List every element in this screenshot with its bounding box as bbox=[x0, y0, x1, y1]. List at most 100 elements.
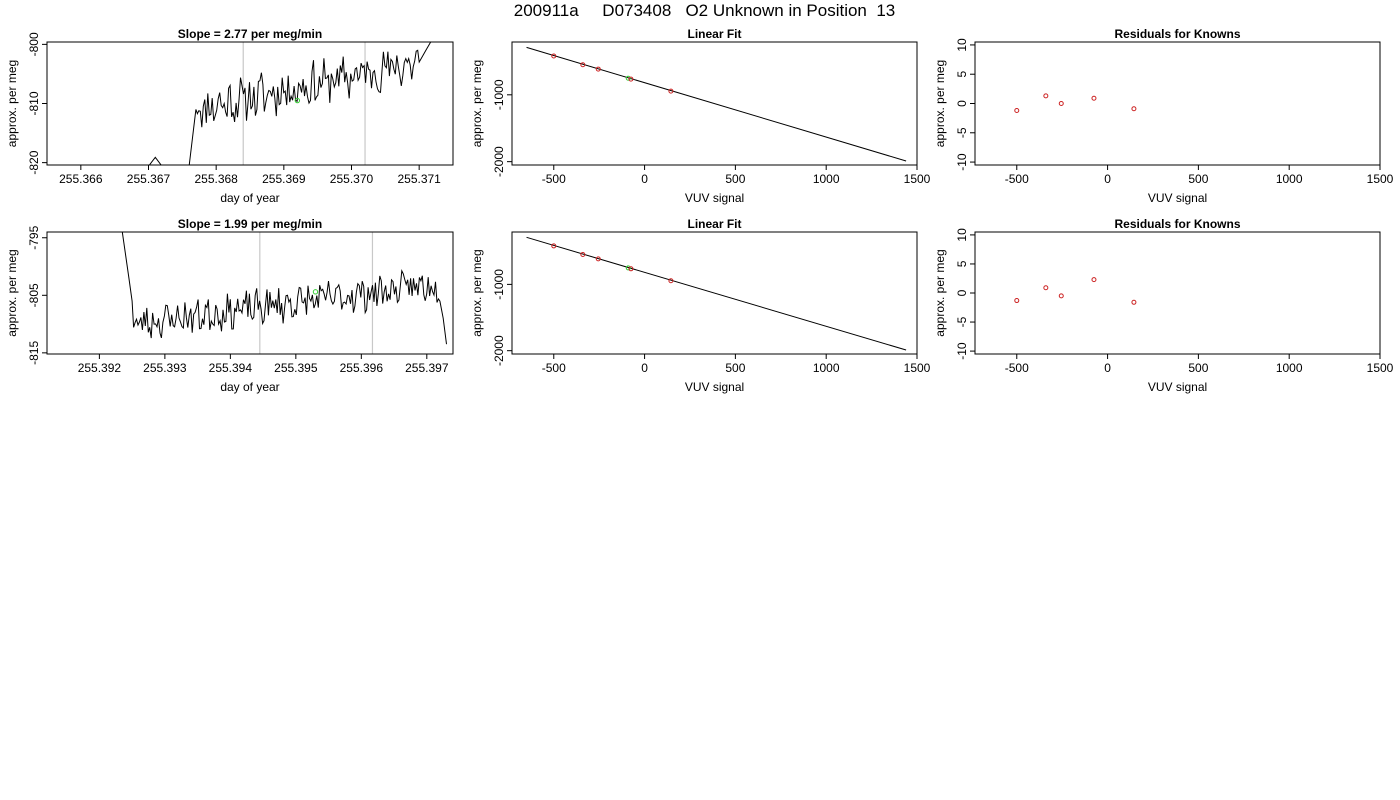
chart-title: Residuals for Knowns bbox=[1114, 27, 1240, 41]
known-point bbox=[1014, 298, 1020, 304]
known-point bbox=[1058, 293, 1064, 299]
y-axis-label: approx. per meg bbox=[5, 249, 19, 336]
y-tick-label: -5 bbox=[955, 316, 969, 327]
x-tick-label: 255.371 bbox=[397, 172, 441, 186]
x-axis-label: day of year bbox=[220, 191, 279, 205]
x-tick-label: 255.368 bbox=[194, 172, 238, 186]
known-point bbox=[551, 53, 557, 59]
x-axis-label: VUV signal bbox=[685, 380, 744, 394]
x-tick-label: 255.395 bbox=[274, 361, 318, 375]
known-point bbox=[595, 66, 601, 72]
x-tick-label: -500 bbox=[542, 361, 566, 375]
plot-area bbox=[121, 232, 447, 354]
x-axis-label: VUV signal bbox=[685, 191, 744, 205]
x-tick-label: 1000 bbox=[813, 361, 840, 375]
x-tick-label: 1000 bbox=[1276, 172, 1303, 186]
plot-area bbox=[526, 46, 907, 162]
y-tick-label: -820 bbox=[27, 150, 41, 174]
x-tick-label: 255.370 bbox=[330, 172, 374, 186]
y-axis-label: approx. per meg bbox=[470, 60, 484, 147]
plot-frame bbox=[974, 231, 1381, 355]
y-tick-label: 10 bbox=[955, 228, 969, 242]
chart-title: Linear Fit bbox=[687, 217, 741, 231]
y-tick-label: 5 bbox=[955, 71, 969, 78]
known-point bbox=[1058, 101, 1064, 106]
x-tick-label: 500 bbox=[725, 172, 745, 186]
plot-frame bbox=[511, 231, 918, 355]
x-tick-label: 1500 bbox=[904, 172, 931, 186]
y-tick-label: -1000 bbox=[492, 269, 506, 300]
known-point bbox=[580, 252, 586, 258]
y-tick-label: -10 bbox=[955, 153, 969, 171]
series-line bbox=[121, 232, 447, 345]
linear-fit-panel-2: Linear Fit -500 0 500 1000 1500 -1000 -2000 VUV … bbox=[470, 217, 931, 394]
known-point bbox=[668, 278, 674, 284]
x-tick-label: 255.393 bbox=[143, 361, 187, 375]
y-tick-label: -800 bbox=[27, 32, 41, 56]
y-tick-label: -5 bbox=[955, 127, 969, 138]
x-tick-label: 0 bbox=[641, 361, 648, 375]
known-point bbox=[1091, 95, 1097, 101]
y-tick-label: -805 bbox=[27, 283, 41, 307]
y-axis-label: approx. per meg bbox=[933, 60, 947, 147]
known-point bbox=[1131, 106, 1137, 112]
timeseries-panel-1: Slope = 2.77 per meg/min 255.366 255.367 25… bbox=[5, 27, 454, 205]
known-point bbox=[1043, 285, 1049, 291]
plot-frame bbox=[511, 41, 918, 166]
y-axis-label: approx. per meg bbox=[5, 60, 19, 147]
y-tick-label: -795 bbox=[27, 225, 41, 249]
x-tick-label: 255.394 bbox=[209, 361, 253, 375]
plot-frame bbox=[46, 41, 454, 166]
x-tick-label: -500 bbox=[1005, 361, 1029, 375]
y-tick-label: 0 bbox=[955, 289, 969, 296]
y-tick-label: -10 bbox=[955, 342, 969, 360]
x-axis-label: VUV signal bbox=[1148, 191, 1207, 205]
y-tick-label: -1000 bbox=[492, 79, 506, 110]
x-tick-label: 255.369 bbox=[262, 172, 306, 186]
unknown-point bbox=[625, 75, 631, 81]
plot-area bbox=[148, 42, 432, 165]
x-tick-label: 255.396 bbox=[340, 361, 384, 375]
x-tick-label: 1000 bbox=[1276, 361, 1303, 375]
plot-area bbox=[1014, 277, 1137, 305]
chart-title: Linear Fit bbox=[687, 27, 741, 41]
known-point bbox=[1014, 108, 1020, 114]
known-point bbox=[580, 62, 586, 68]
known-point bbox=[1131, 299, 1137, 305]
known-point bbox=[628, 76, 634, 82]
y-tick-label: -2000 bbox=[492, 146, 506, 177]
known-point bbox=[595, 256, 601, 262]
y-tick-label: -810 bbox=[27, 91, 41, 115]
unknown-point bbox=[625, 265, 631, 271]
y-tick-label: -2000 bbox=[492, 335, 506, 366]
chart-title: Slope = 2.77 per meg/min bbox=[178, 27, 322, 41]
residuals-panel-2: Residuals for Knowns -500 0 500 1000 1500 10 5 0… bbox=[933, 217, 1394, 394]
y-axis-label: approx. per meg bbox=[470, 249, 484, 336]
x-tick-label: 1500 bbox=[904, 361, 931, 375]
x-tick-label: 255.366 bbox=[59, 172, 103, 186]
known-point bbox=[668, 88, 674, 94]
linear-fit-panel-1: Linear Fit -500 0 500 1000 1500 -1000 -2000 VUV … bbox=[470, 27, 931, 205]
unknown-marker bbox=[312, 289, 319, 295]
x-axis-label: VUV signal bbox=[1148, 380, 1207, 394]
fit-line bbox=[526, 46, 907, 162]
x-tick-label: 255.397 bbox=[405, 361, 449, 375]
plot-frame bbox=[46, 231, 454, 355]
x-tick-label: 1000 bbox=[813, 172, 840, 186]
known-point bbox=[1091, 277, 1097, 283]
x-tick-label: 1500 bbox=[1367, 361, 1394, 375]
x-tick-label: 0 bbox=[641, 172, 648, 186]
x-tick-label: -500 bbox=[542, 172, 566, 186]
series-line bbox=[148, 42, 432, 165]
plot-frame bbox=[974, 41, 1381, 166]
timeseries-panel-2: Slope = 1.99 per meg/min 255.392 255.393 25… bbox=[5, 217, 454, 394]
known-point bbox=[628, 266, 634, 272]
y-tick-label: 5 bbox=[955, 260, 969, 267]
known-point bbox=[1043, 93, 1049, 99]
known-point bbox=[551, 243, 557, 249]
y-tick-label: 0 bbox=[955, 100, 969, 107]
x-tick-label: 255.367 bbox=[127, 172, 171, 186]
x-tick-label: 255.392 bbox=[78, 361, 122, 375]
unknown-marker bbox=[294, 97, 301, 104]
plot-area bbox=[526, 236, 907, 351]
